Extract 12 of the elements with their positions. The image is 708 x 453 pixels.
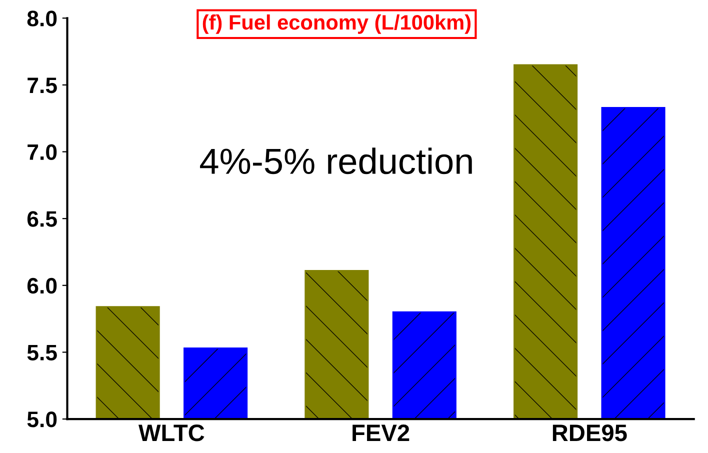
x-tick-label: FEV2: [352, 424, 410, 441]
annotation: 4%-5% reduction: [200, 148, 472, 174]
y-tick-label: 5.5: [27, 344, 57, 360]
x-tick-label: RDE95: [552, 424, 627, 442]
y-tick-label: 6.5: [27, 211, 57, 227]
y-tick-label: 5.0: [27, 412, 57, 428]
chart-title: (f) Fuel economy (L/100km): [202, 14, 471, 34]
y-tick-label: 8.0: [27, 10, 57, 26]
x-tick-label: WLTC: [138, 424, 204, 442]
y-tick-label: 6.0: [27, 278, 57, 294]
y-tick-label: 7.0: [28, 144, 57, 160]
y-tick-label: 7.5: [28, 78, 57, 94]
